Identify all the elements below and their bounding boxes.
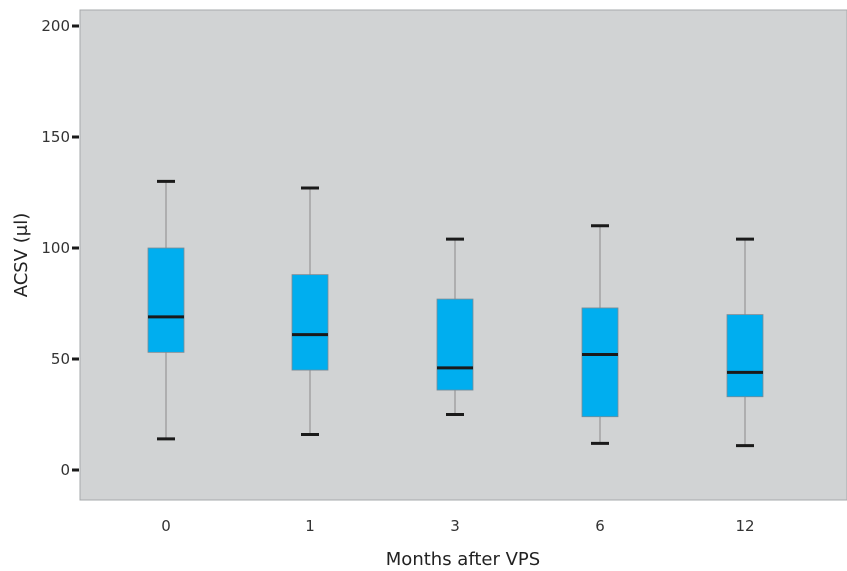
x-tick-label: 1: [305, 517, 315, 535]
iqr-box: [292, 275, 328, 370]
y-tick-label: 50: [51, 350, 70, 368]
iqr-box: [582, 308, 618, 417]
iqr-box: [148, 248, 184, 352]
x-axis: 0 1 3 6 12: [161, 517, 754, 535]
y-tick-label: 100: [41, 239, 70, 257]
x-tick-label: 6: [595, 517, 605, 535]
x-axis-title: Months after VPS: [386, 549, 540, 570]
x-tick-label: 3: [450, 517, 460, 535]
plot-panel: [80, 10, 847, 500]
x-tick-label: 0: [161, 517, 171, 535]
y-axis: 0 50 100 150 200: [41, 17, 79, 479]
y-tick-label: 200: [41, 17, 70, 35]
y-axis-title: ACSV (μl): [11, 213, 32, 298]
x-tick-label: 12: [735, 517, 754, 535]
y-tick-label: 150: [41, 128, 70, 146]
iqr-box: [727, 315, 763, 397]
iqr-box: [437, 299, 473, 390]
y-tick-label: 0: [60, 461, 70, 479]
